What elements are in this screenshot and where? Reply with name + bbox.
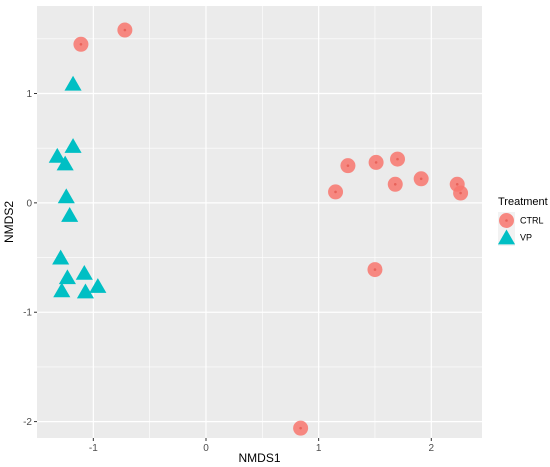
x-axis-ticks: -1 0 1 2 [89, 438, 435, 454]
data-point-vp [64, 138, 82, 153]
x-axis-label: NMDS1 [238, 451, 280, 465]
legend-swatch-vp [497, 229, 516, 245]
data-point-ctrl [293, 420, 309, 436]
x-tick-label: -1 [89, 443, 98, 454]
data-point-ctrl [328, 184, 344, 200]
data-point-vp [64, 75, 82, 91]
data-point-vp [56, 155, 74, 171]
data-point-vp [58, 269, 76, 285]
data-point-ctrl [367, 262, 383, 278]
data-point-vp [89, 278, 107, 293]
data-point-ctrl [73, 36, 89, 52]
data-point-vp [61, 206, 79, 222]
y-tick-label: 1 [26, 89, 32, 100]
data-point-vp [52, 249, 70, 265]
data-point-ctrl [340, 158, 356, 174]
data-point-vp [75, 264, 93, 280]
data-point-vp [76, 283, 94, 299]
x-tick-label: 2 [429, 443, 435, 454]
plot-panel [37, 6, 482, 438]
data-point-ctrl [117, 22, 133, 38]
data-point-vp [53, 282, 71, 298]
y-tick-label: 0 [26, 198, 32, 209]
x-tick-label: 0 [203, 443, 209, 454]
data-point-ctrl [368, 154, 384, 170]
legend-swatch-ctrl [499, 213, 514, 228]
data-point-ctrl [413, 171, 429, 187]
data-point-ctrl [390, 151, 406, 167]
data-point-vp [48, 147, 66, 163]
legend: Treatment CTRL VP [497, 196, 548, 246]
legend-key-vp [497, 229, 516, 246]
legend-key-ctrl [498, 212, 515, 229]
data-point-ctrl [387, 176, 403, 192]
y-axis-ticks: -2 -1 0 1 [23, 89, 37, 428]
legend-label-ctrl: CTRL [520, 216, 544, 226]
legend-title: Treatment [498, 196, 548, 208]
y-tick-label: -2 [23, 417, 32, 428]
legend-label-vp: VP [520, 233, 532, 243]
data-point-ctrl [453, 185, 469, 201]
y-axis-label: NMDS2 [2, 201, 16, 243]
y-tick-label: -1 [23, 308, 32, 319]
x-tick-label: 1 [316, 443, 322, 454]
grid-lines [37, 6, 482, 438]
data-points [48, 22, 469, 436]
data-point-vp [57, 188, 75, 204]
